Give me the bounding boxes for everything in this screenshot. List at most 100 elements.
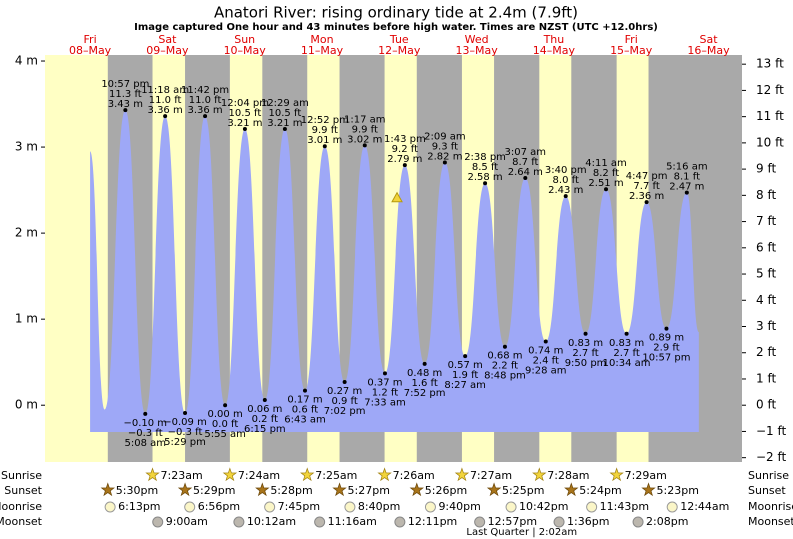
tide-label: 7.7 ft bbox=[633, 181, 659, 192]
row-time: 5:24pm bbox=[579, 484, 621, 497]
row-time: 8:40pm bbox=[358, 500, 400, 513]
row-time: 10:42pm bbox=[519, 500, 568, 513]
tide-label: 2.82 m bbox=[427, 152, 462, 163]
moonrise-icon bbox=[505, 501, 517, 513]
tide-point bbox=[362, 143, 367, 148]
y2-tick-label: 10 ft bbox=[756, 135, 784, 149]
moonrise-icon bbox=[344, 501, 356, 513]
tide-label: 3:07 am bbox=[505, 147, 547, 158]
tide-label: 11.0 ft bbox=[149, 95, 182, 106]
row-time: 5:27pm bbox=[348, 484, 390, 497]
y2-tick-label: 5 ft bbox=[756, 267, 776, 281]
sunset-icon bbox=[332, 482, 347, 497]
tide-label: 0.2 ft bbox=[252, 414, 278, 425]
sunset-icon bbox=[100, 482, 116, 497]
tide-label: 10:34 am bbox=[603, 358, 651, 369]
row-time: 5:23pm bbox=[657, 484, 699, 497]
y2-tick-label: 12 ft bbox=[756, 83, 784, 97]
day-name: Fri bbox=[84, 33, 97, 46]
row-label: Sunset bbox=[4, 484, 42, 497]
tide-label: 7:52 pm bbox=[404, 388, 446, 399]
row-label: Sunrise bbox=[1, 469, 42, 482]
tide-label: 8.5 ft bbox=[472, 162, 498, 173]
tide-point bbox=[163, 114, 168, 119]
tide-label: 9:50 pm bbox=[565, 358, 607, 369]
y2-tick-label: 9 ft bbox=[756, 162, 776, 176]
y2-tick-label: 13 ft bbox=[756, 57, 784, 71]
tide-label: 1:43 pm bbox=[384, 134, 426, 145]
y-tick-label: 4 m bbox=[15, 54, 38, 68]
current-marker bbox=[391, 191, 403, 203]
tide-label: 2.7 ft bbox=[613, 348, 639, 359]
tide-label: 2.79 m bbox=[387, 154, 422, 165]
tide-label: 12:52 pm bbox=[301, 115, 349, 126]
tide-label: 11.0 ft bbox=[189, 95, 222, 106]
tide-point bbox=[322, 144, 327, 149]
moonset-icon bbox=[394, 516, 406, 528]
tide-label: 0.83 m bbox=[609, 338, 644, 349]
tide-label: 0.6 ft bbox=[292, 405, 318, 416]
tide-label: 3:40 pm bbox=[545, 165, 587, 176]
row-time: 2:08pm bbox=[646, 515, 688, 528]
tide-label: 5:16 am bbox=[666, 162, 708, 173]
tide-label: 9.9 ft bbox=[312, 125, 338, 136]
day-date: 12–May bbox=[378, 44, 421, 57]
tide-point bbox=[664, 326, 669, 331]
day-name: Sat bbox=[158, 33, 177, 46]
row-time: 7:26am bbox=[393, 469, 435, 482]
tide-label: 2.2 ft bbox=[492, 361, 518, 372]
row-time: 12:57pm bbox=[488, 515, 537, 528]
row-label: Moonset bbox=[0, 515, 43, 528]
tide-label: −0.3 ft bbox=[128, 428, 163, 439]
tide-label: 6:15 pm bbox=[244, 424, 286, 435]
tide-label: 3.01 m bbox=[307, 135, 342, 146]
tide-label: 8:27 am bbox=[444, 380, 486, 391]
tide-label: 7:02 pm bbox=[324, 406, 366, 417]
row-time: 5:28pm bbox=[270, 484, 312, 497]
tide-label: 9.3 ft bbox=[432, 142, 458, 153]
tide-point bbox=[644, 200, 649, 205]
row-time: 6:56pm bbox=[198, 500, 240, 513]
day-name: Sun bbox=[234, 33, 255, 46]
tide-label: 11.3 ft bbox=[109, 89, 142, 100]
y2-tick-label: −2 ft bbox=[756, 450, 787, 464]
day-name: Sat bbox=[699, 33, 718, 46]
y2-tick-label: −1 ft bbox=[756, 424, 787, 438]
tide-label: 2:09 am bbox=[424, 132, 466, 143]
tide-label: 0.37 m bbox=[367, 377, 402, 388]
row-time: 7:28am bbox=[547, 469, 589, 482]
sunset-icon bbox=[177, 482, 193, 497]
row-time: 12:44am bbox=[680, 500, 729, 513]
row-time: 11:43pm bbox=[600, 500, 649, 513]
tide-point bbox=[402, 163, 407, 168]
y2-tick-label: 8 ft bbox=[756, 188, 776, 202]
y-tick-label: 1 m bbox=[15, 312, 38, 326]
tide-label: 0.17 m bbox=[287, 395, 322, 406]
tide-label: 5:29 pm bbox=[164, 437, 206, 448]
moonrise-icon bbox=[666, 501, 678, 513]
sunset-icon bbox=[409, 482, 424, 497]
y2-tick-label: 1 ft bbox=[756, 371, 776, 385]
tide-label: 10.5 ft bbox=[269, 108, 302, 119]
day-date: 08–May bbox=[69, 44, 112, 57]
tide-label: 5:08 am bbox=[125, 438, 167, 449]
row-time: 5:26pm bbox=[425, 484, 467, 497]
tide-point bbox=[563, 194, 568, 199]
row-time: 9:00am bbox=[166, 515, 208, 528]
y-tick-label: 3 m bbox=[15, 140, 38, 154]
tide-label: 3.21 m bbox=[227, 118, 262, 129]
tide-label: 8.7 ft bbox=[512, 157, 538, 168]
y2-tick-label: 0 ft bbox=[756, 398, 776, 412]
sunset-icon bbox=[486, 482, 502, 497]
tide-label: 0.48 m bbox=[407, 368, 442, 379]
tide-label: 9:28 am bbox=[525, 366, 567, 377]
sunrise-icon bbox=[454, 467, 470, 482]
moonrise-icon bbox=[264, 501, 276, 513]
tide-label: 1.9 ft bbox=[452, 370, 478, 381]
sunrise-icon bbox=[377, 467, 392, 482]
tide-label: 3.21 m bbox=[267, 118, 302, 129]
tide-label: 4:47 pm bbox=[626, 171, 668, 182]
moonset-icon bbox=[632, 516, 644, 528]
row-time: 11:16am bbox=[328, 515, 377, 528]
